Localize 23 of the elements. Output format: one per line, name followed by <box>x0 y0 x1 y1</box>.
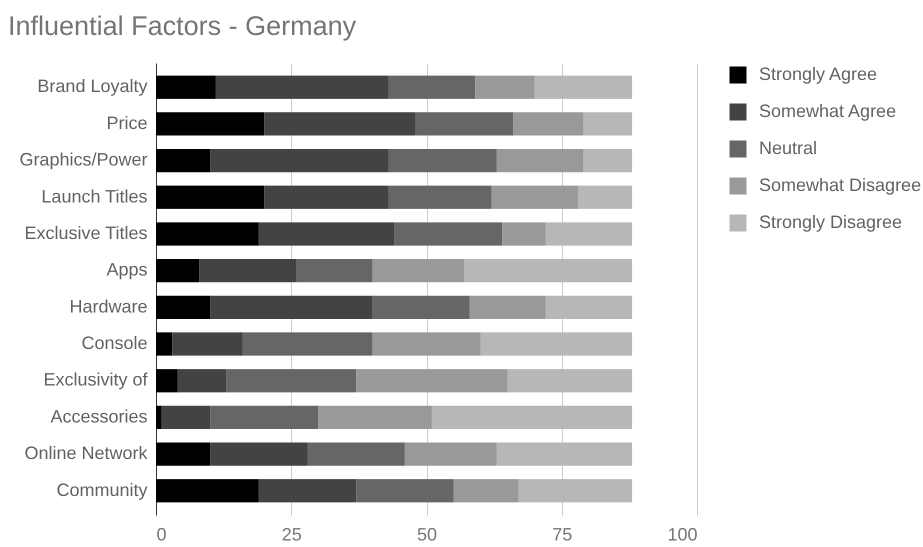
y-tick-label: Online Network <box>24 443 148 464</box>
legend-label: Somewhat Agree <box>759 101 896 121</box>
y-tick-label: Price <box>106 112 148 133</box>
legend-label: Somewhat Disagree <box>759 175 922 195</box>
y-tick-label: Brand Loyalty <box>37 76 148 96</box>
x-tick-label: 0 <box>156 524 167 544</box>
legend-label: Strongly Disagree <box>759 212 902 232</box>
legend-label: Neutral <box>759 138 818 158</box>
x-tick-label: 25 <box>282 524 302 544</box>
y-tick-label: Console <box>81 333 148 354</box>
y-tick-label: Exclusive Titles <box>24 222 148 243</box>
y-tick-label: Accessories <box>50 406 148 426</box>
x-tick-label: 75 <box>552 524 572 544</box>
y-tick-label: Community <box>56 480 148 500</box>
y-tick-label: Exclusivity of <box>43 370 148 390</box>
y-tick-label: Hardware <box>69 296 148 316</box>
y-tick-label: Graphics/Power <box>19 150 148 170</box>
chart-title: Influential Factors - Germany <box>8 11 357 41</box>
x-tick-label: 100 <box>667 524 698 544</box>
y-tick-label: Launch Titles <box>41 186 148 206</box>
y-tick-label: Apps <box>106 260 148 280</box>
x-tick-label: 50 <box>416 524 438 544</box>
legend-label: Strongly Agree <box>759 64 878 84</box>
